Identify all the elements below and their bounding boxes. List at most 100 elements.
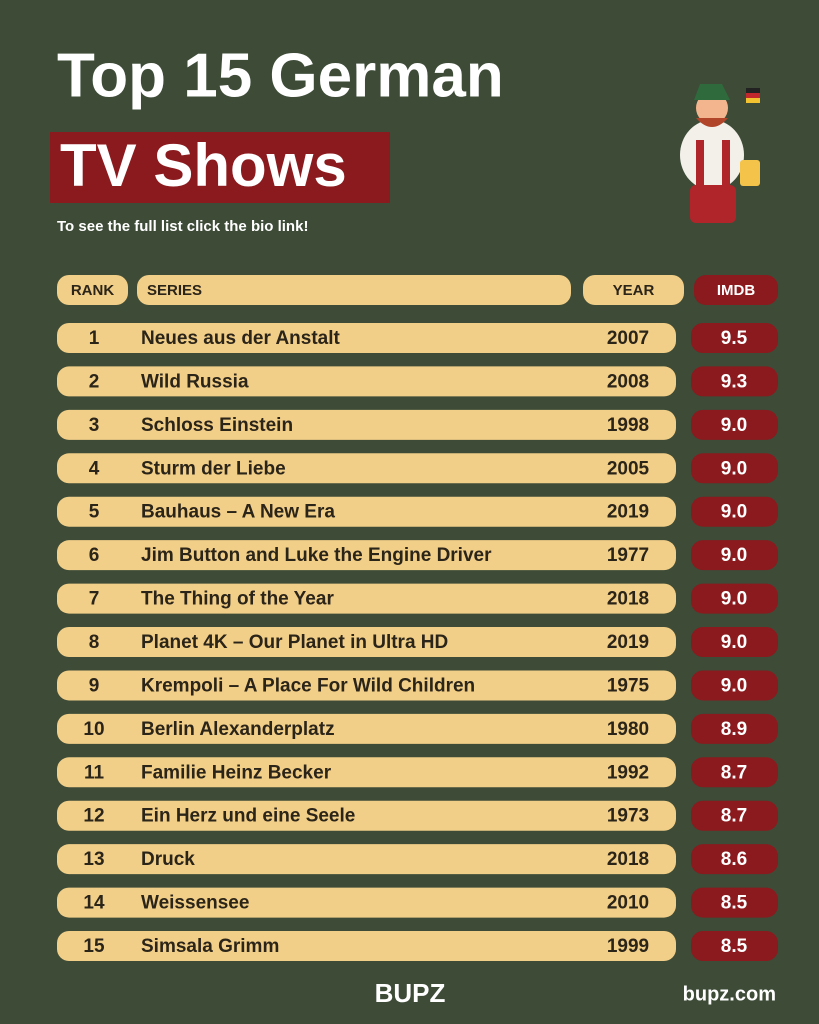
year: 2019 <box>607 502 649 523</box>
rating: 9.0 <box>721 502 747 523</box>
year: 1999 <box>607 936 649 957</box>
rating: 9.0 <box>721 458 747 479</box>
rating-pill <box>691 800 778 831</box>
rating-pill <box>691 844 778 875</box>
row-pill <box>57 800 676 831</box>
rank: 13 <box>83 849 104 870</box>
rating: 9.0 <box>721 589 747 610</box>
row-pill <box>57 844 676 875</box>
year: 2007 <box>607 328 649 349</box>
year: 1992 <box>607 762 649 783</box>
rank: 11 <box>84 762 105 783</box>
row-pill <box>57 583 676 614</box>
series: Simsala Grimm <box>141 936 279 957</box>
row-pill <box>57 496 676 527</box>
rank: 5 <box>89 502 100 523</box>
website: bupz.com <box>683 983 776 1005</box>
year: 2010 <box>607 893 649 914</box>
series: Krempoli – A Place For Wild Children <box>141 675 475 696</box>
rating: 9.0 <box>721 675 747 696</box>
series: Ein Herz und eine Seele <box>141 806 355 827</box>
rating-pill <box>691 713 778 744</box>
title: Top 15 German <box>57 41 504 110</box>
rank: 14 <box>83 893 105 914</box>
rating-pill <box>691 627 778 658</box>
rating: 8.5 <box>721 936 748 957</box>
row-pill <box>57 366 676 397</box>
rating-pill <box>691 453 778 484</box>
series: Jim Button and Luke the Engine Driver <box>141 545 492 566</box>
year: 1977 <box>607 545 649 566</box>
year: 1973 <box>607 806 649 827</box>
header-pill <box>583 275 684 305</box>
header-label: YEAR <box>613 282 655 299</box>
rank: 1 <box>89 328 100 349</box>
rating: 9.0 <box>721 415 747 436</box>
rank: 10 <box>83 719 104 740</box>
series: Weissensee <box>141 893 249 914</box>
year: 2005 <box>607 458 650 479</box>
row-pill <box>57 323 676 353</box>
header-pill <box>694 275 778 305</box>
rank: 4 <box>89 458 100 479</box>
row-pill <box>57 670 676 701</box>
highlight: TV Shows <box>60 132 347 199</box>
rank: 2 <box>89 371 100 392</box>
rating: 9.0 <box>721 545 747 566</box>
row-pill <box>57 887 676 918</box>
rating-pill <box>691 670 778 701</box>
rating: 8.9 <box>721 719 747 740</box>
row-pill <box>57 540 676 571</box>
row-pill <box>57 713 676 744</box>
series: Bauhaus – A New Era <box>141 502 335 523</box>
row-pill <box>57 409 676 440</box>
rating: 9.5 <box>721 328 748 349</box>
series: Sturm der Liebe <box>141 458 286 479</box>
year: 2018 <box>607 589 649 610</box>
rating-pill <box>691 887 778 918</box>
rating: 8.5 <box>721 893 748 914</box>
rating: 8.7 <box>721 806 747 827</box>
header-pill <box>137 275 571 305</box>
header-label: RANK <box>71 282 114 299</box>
rank: 6 <box>89 545 100 566</box>
rank: 8 <box>89 632 100 653</box>
row-pill <box>57 757 676 788</box>
rating-pill <box>691 757 778 788</box>
rank: 7 <box>89 589 100 610</box>
subtitle: To see the full list click the bio link! <box>57 218 308 235</box>
row-pill <box>57 453 676 484</box>
rating: 9.3 <box>721 371 747 392</box>
rank: 12 <box>83 806 104 827</box>
series: Druck <box>141 849 195 870</box>
year: 2018 <box>607 849 649 870</box>
rank: 15 <box>83 936 105 957</box>
row-pill <box>57 931 676 962</box>
series: Planet 4K – Our Planet in Ultra HD <box>141 632 448 653</box>
year: 1980 <box>607 719 649 740</box>
series: Wild Russia <box>141 371 249 392</box>
rank: 3 <box>89 415 100 436</box>
series: Berlin Alexanderplatz <box>141 719 335 740</box>
logo: BUPZ <box>375 978 446 1008</box>
rating-pill <box>691 409 778 440</box>
series: Familie Heinz Becker <box>141 762 332 783</box>
row-pill <box>57 627 676 658</box>
year: 2008 <box>607 371 649 392</box>
rating-pill <box>691 496 778 527</box>
rating-pill <box>691 366 778 397</box>
header-label: IMDB <box>717 282 755 299</box>
mascot <box>680 84 760 223</box>
rating-pill <box>691 540 778 571</box>
rating-pill <box>691 583 778 614</box>
header-pill <box>57 275 128 305</box>
year: 1975 <box>607 675 650 696</box>
year: 1998 <box>607 415 649 436</box>
series: Neues aus der Anstalt <box>141 328 341 349</box>
series: Schloss Einstein <box>141 415 293 436</box>
year: 2019 <box>607 632 649 653</box>
rank: 9 <box>89 675 100 696</box>
series: The Thing of the Year <box>141 589 334 610</box>
rating: 8.7 <box>721 762 747 783</box>
rating: 9.0 <box>721 632 747 653</box>
